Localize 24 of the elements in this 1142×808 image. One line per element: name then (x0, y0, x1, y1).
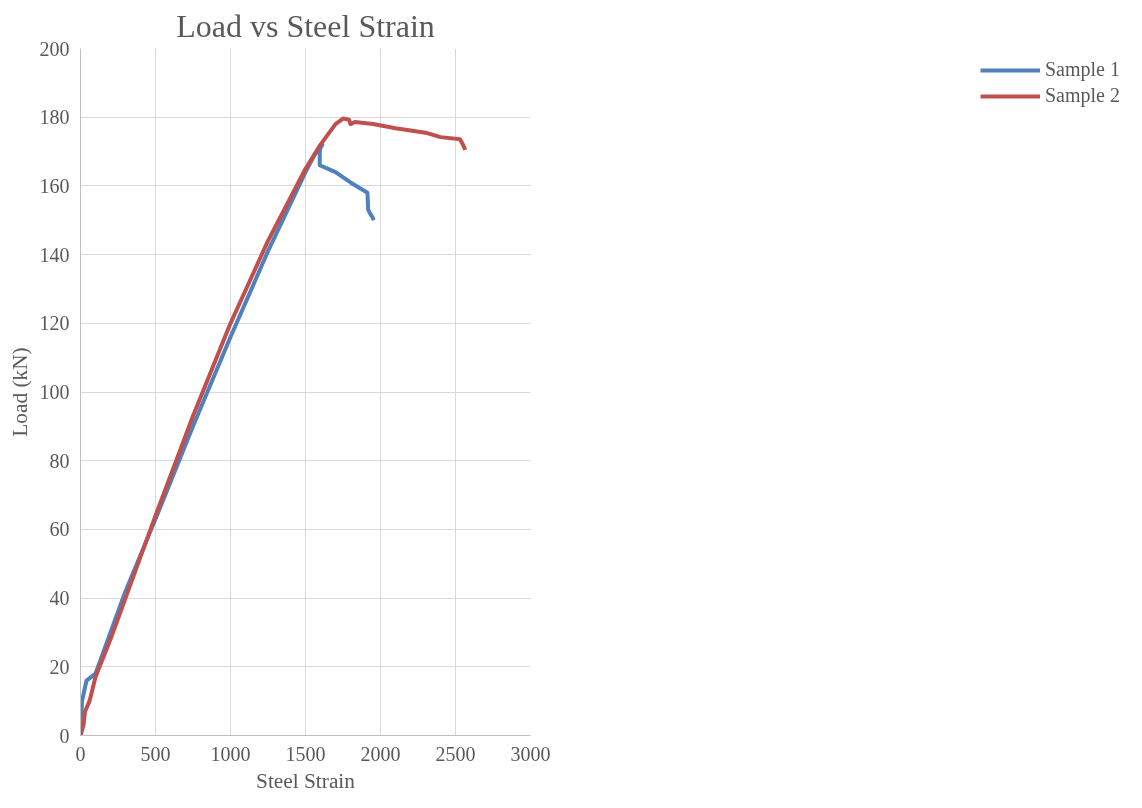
y-axis-title: Load (kN) (7, 347, 32, 437)
y-tick-label: 140 (39, 243, 70, 266)
legend-label: Sample 2 (1045, 84, 1120, 107)
y-tick-label: 100 (39, 381, 70, 403)
x-tick-label: 0 (75, 742, 86, 765)
y-tick-label: 180 (39, 106, 70, 129)
line-series (80, 116, 468, 736)
chart-title: Load vs Steel Strain (176, 7, 435, 44)
y-tick-label: 40 (49, 587, 70, 610)
x-tick-label: 1500 (285, 742, 326, 765)
y-tick-label: 0 (59, 724, 70, 747)
x-tick-label: 2500 (435, 742, 476, 765)
y-tick-label: 120 (39, 312, 70, 335)
y-tick-label: 200 (39, 37, 70, 60)
x-tick-label: 3000 (510, 742, 551, 765)
x-tick-label: 1000 (210, 742, 251, 765)
y-tick-label: 20 (49, 655, 70, 678)
x-tick-label: 2000 (360, 742, 401, 765)
legend-label: Sample 1 (1045, 58, 1120, 81)
y-tick-label: 80 (49, 449, 70, 472)
y-tick-label: 60 (49, 518, 70, 541)
x-tick-label: 500 (140, 742, 171, 765)
x-axis-title: Steel Strain (256, 768, 356, 793)
y-tick-label: 160 (39, 174, 70, 197)
